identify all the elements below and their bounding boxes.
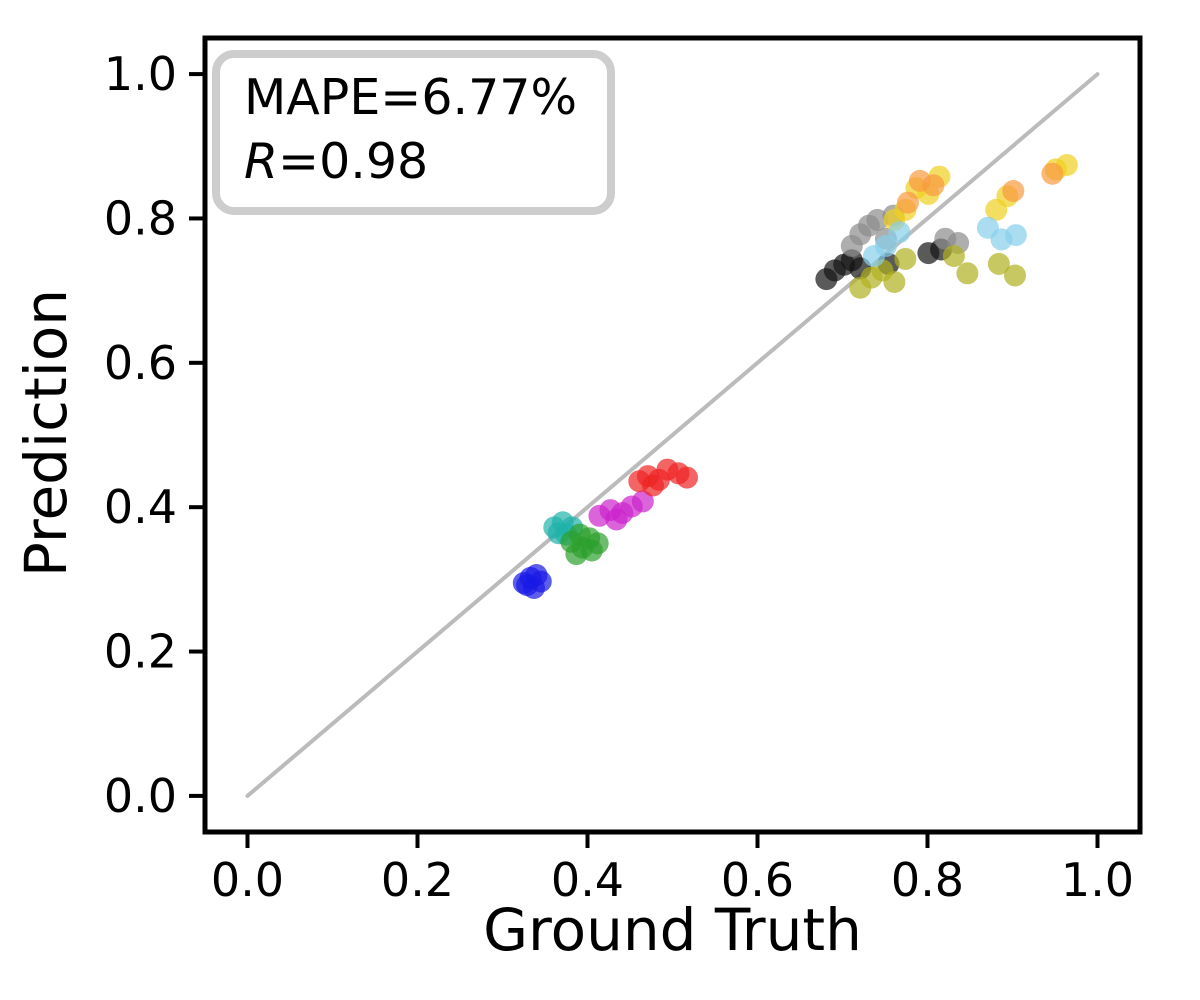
data-point [874, 234, 897, 257]
scatter-series-magenta [588, 490, 654, 531]
y-tick-label: 0.0 [104, 769, 177, 823]
data-point [642, 474, 664, 497]
mape-stat: MAPE=6.77% [244, 69, 578, 126]
data-point [987, 252, 1010, 275]
y-tick-label: 0.8 [104, 191, 177, 245]
identity-line [245, 72, 1100, 798]
r-stat: R=0.98 [244, 130, 577, 194]
y-tick-label: 0.2 [104, 625, 177, 679]
data-point [1002, 180, 1025, 202]
data-point [1041, 162, 1064, 185]
x-tick-label: 0.6 [721, 853, 794, 907]
y-axis-title: Prediction [12, 288, 80, 578]
stats-annotation-box: MAPE=6.77% R=0.98 [212, 50, 616, 216]
data-point [897, 191, 919, 214]
axes-spines [202, 35, 1143, 835]
data-point [894, 247, 917, 270]
scatter-series-green [560, 523, 609, 566]
data-point [631, 490, 654, 513]
scatter-series-red [628, 458, 698, 497]
r-symbol: R [244, 132, 279, 190]
scatter-series-blue [512, 564, 552, 599]
scatter-series-skyblue [863, 216, 1027, 267]
data-point [956, 262, 979, 285]
data-point [883, 271, 906, 293]
x-tick-label: 0.2 [381, 853, 454, 907]
data-point [922, 174, 945, 197]
scatter-series-olive [849, 245, 1026, 299]
data-point [676, 466, 698, 489]
x-tick-label: 1.0 [1061, 853, 1134, 907]
y-tick-label: 0.6 [104, 336, 177, 390]
data-point [888, 221, 911, 244]
data-point [1004, 224, 1027, 247]
x-tick-label: 0.8 [891, 853, 964, 907]
data-point [516, 574, 539, 597]
data-point [942, 245, 965, 267]
x-tick-label: 0.4 [551, 853, 624, 907]
x-tick-label: 0.0 [211, 853, 284, 907]
r-value: =0.98 [278, 132, 429, 190]
data-point [565, 543, 588, 566]
x-axis-title: Ground Truth [483, 896, 862, 964]
y-tick-label: 0.4 [104, 480, 177, 534]
data-point [1004, 264, 1026, 287]
scatter-series-orange [897, 162, 1064, 214]
data-point [605, 508, 628, 531]
y-tick-label: 1.0 [104, 47, 177, 101]
